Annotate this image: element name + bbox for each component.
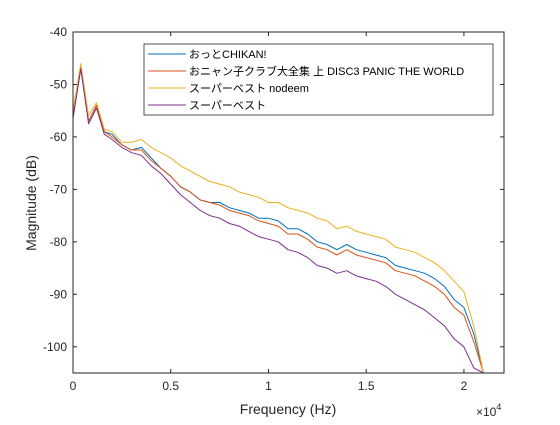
series-line bbox=[72, 68, 484, 374]
x-tick-label: 0 bbox=[70, 379, 77, 393]
legend: おっとCHIKAN! おニャン子クラブ大全集 上 DISC3 PANIC THE… bbox=[143, 43, 494, 116]
x-axis-label: Frequency (Hz) bbox=[240, 401, 336, 417]
x-tick-label: 1.5 bbox=[358, 379, 375, 393]
series-line bbox=[72, 63, 484, 374]
legend-entry: おっとCHIKAN! bbox=[148, 48, 267, 61]
legend-label: スーパーベスト nodeem bbox=[189, 82, 309, 95]
y-tick-label: -90 bbox=[50, 287, 68, 301]
legend-label: スーパーベスト bbox=[189, 99, 266, 112]
axes-box bbox=[72, 31, 505, 374]
y-tick-label: -60 bbox=[50, 130, 68, 144]
legend-entry: スーパーベスト bbox=[148, 99, 266, 112]
legend-label: おニャン子クラブ大全集 上 DISC3 PANIC THE WORLD bbox=[189, 64, 464, 78]
y-tick-label: -70 bbox=[50, 182, 68, 196]
x-tick-label: 0.5 bbox=[162, 379, 179, 393]
legend-box bbox=[143, 43, 494, 116]
plot-series bbox=[72, 63, 484, 374]
x-exponent-base: ×10 bbox=[476, 405, 497, 419]
x-tick-label: 2 bbox=[461, 379, 468, 393]
x-exponent-label: ×104 bbox=[476, 402, 501, 419]
x-tick-label: 1 bbox=[265, 379, 272, 393]
legend-entry: スーパーベスト nodeem bbox=[148, 82, 309, 95]
x-exponent-power: 4 bbox=[496, 402, 501, 412]
y-axis-label: Magnitude (dB) bbox=[23, 155, 39, 251]
legend-label: おっとCHIKAN! bbox=[189, 48, 267, 61]
series-line bbox=[72, 65, 484, 374]
legend-entry: おニャン子クラブ大全集 上 DISC3 PANIC THE WORLD bbox=[148, 64, 464, 78]
y-tick-label: -100 bbox=[43, 340, 67, 354]
y-tick-label: -80 bbox=[50, 235, 68, 249]
axis-ticks: 0 0.5 1 1.5 2 -40 -50 -60 -70 -80 -90 -100 bbox=[43, 25, 504, 393]
y-tick-label: -50 bbox=[50, 77, 68, 91]
y-tick-label: -40 bbox=[50, 25, 68, 39]
